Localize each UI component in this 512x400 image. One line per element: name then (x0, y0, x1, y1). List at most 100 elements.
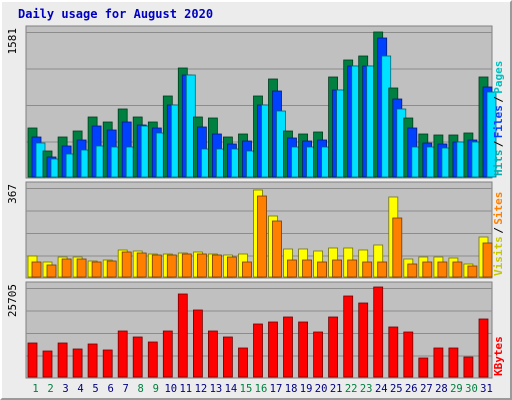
bar-sites-day-31 (482, 242, 493, 278)
bar-kbytes-day-25 (388, 326, 399, 378)
bar-kbytes-day-6 (102, 349, 113, 378)
bar-sites-day-2 (46, 264, 57, 278)
bar-sites-day-16 (257, 195, 267, 278)
bar-sites-day-9 (151, 254, 162, 278)
bar-sites-day-11 (181, 253, 192, 278)
bar-kbytes-day-14 (222, 336, 233, 378)
bar-sites-day-24 (377, 261, 388, 278)
bar-kbytes-day-1 (27, 342, 38, 378)
bar-sites-day-21 (332, 259, 343, 278)
y-max-label: 1581 (6, 28, 19, 55)
bar-kbytes-day-19 (298, 321, 309, 378)
bar-sites-day-6 (106, 260, 117, 278)
bar-sites-day-5 (91, 261, 102, 278)
bar-hits-day-31 (486, 91, 497, 178)
bar-sites-day-1 (31, 261, 42, 278)
bar-sites-day-30 (467, 265, 478, 278)
bar-sites-day-26 (407, 263, 418, 278)
bar-sites-day-10 (166, 254, 177, 278)
x-tick-label-day-5: 5 (92, 383, 98, 395)
chart-title: Daily usage for August 2020 (18, 7, 214, 21)
bar-sites-day-25 (392, 217, 403, 278)
x-tick-label-day-21: 21 (330, 383, 343, 395)
x-tick-label-day-26: 26 (405, 383, 418, 395)
x-tick-label-day-14: 14 (225, 383, 238, 395)
legend-files: Files (492, 105, 505, 138)
legend-kbytes: KBytes (492, 336, 505, 376)
bar-sites-day-17 (272, 220, 282, 278)
x-tick-label-day-15: 15 (240, 383, 253, 395)
x-tick-label-day-28: 28 (435, 383, 448, 395)
bar-kbytes-day-18 (283, 316, 293, 378)
y-max-label: 25705 (6, 284, 19, 317)
bar-kbytes-day-29 (448, 347, 459, 378)
x-tick-label-day-17: 17 (270, 383, 283, 395)
x-tick-label-day-18: 18 (285, 383, 298, 395)
bar-kbytes-day-23 (358, 302, 369, 378)
bar-kbytes-day-28 (433, 347, 444, 378)
legend-pages: Pages (492, 61, 505, 94)
bar-kbytes-day-26 (403, 331, 414, 378)
bar-kbytes-day-15 (238, 347, 248, 378)
legend-sites: Sites (492, 192, 505, 225)
x-tick-label-day-8: 8 (138, 383, 144, 395)
bar-kbytes-day-27 (418, 357, 429, 378)
bar-kbytes-day-31 (478, 318, 489, 378)
bar-sites-day-19 (302, 259, 313, 278)
x-tick-label-day-11: 11 (179, 383, 192, 395)
bar-kbytes-day-7 (117, 330, 128, 378)
x-tick-label-day-2: 2 (47, 383, 53, 395)
x-tick-label-day-19: 19 (300, 383, 313, 395)
bar-sites-day-14 (226, 256, 237, 278)
bar-kbytes-day-16 (253, 323, 263, 378)
legend-separator: / (492, 140, 505, 147)
x-tick-label-day-23: 23 (360, 383, 373, 395)
x-tick-label-day-13: 13 (210, 383, 223, 395)
bar-sites-day-8 (136, 252, 147, 278)
bar-kbytes-day-5 (87, 343, 98, 378)
x-tick-label-day-30: 30 (465, 383, 478, 395)
x-tick-label-day-22: 22 (345, 383, 358, 395)
bar-sites-day-15 (242, 261, 252, 278)
bar-kbytes-day-4 (72, 348, 83, 378)
x-tick-label-day-7: 7 (123, 383, 129, 395)
bar-sites-day-7 (121, 251, 132, 278)
bar-kbytes-day-22 (343, 295, 354, 378)
x-tick-label-day-4: 4 (77, 383, 83, 395)
x-tick-label-day-9: 9 (153, 383, 159, 395)
bar-kbytes-day-21 (328, 316, 339, 378)
bar-sites-day-28 (437, 261, 448, 278)
legend-separator: / (492, 227, 505, 234)
legend-visits: Visits (492, 236, 505, 276)
bar-kbytes-day-24 (373, 286, 384, 378)
legend-hits: Hits (492, 150, 505, 177)
x-tick-label-day-29: 29 (450, 383, 463, 395)
bar-kbytes-day-17 (268, 321, 278, 378)
bar-kbytes-day-8 (132, 336, 143, 378)
bar-kbytes-day-13 (207, 330, 218, 378)
bar-sites-day-20 (317, 261, 328, 278)
bar-kbytes-day-11 (177, 293, 188, 378)
x-tick-label-day-3: 3 (62, 383, 68, 395)
bar-sites-day-4 (76, 258, 87, 278)
bar-sites-day-13 (211, 254, 222, 278)
bar-kbytes-day-12 (192, 309, 203, 378)
bar-sites-day-12 (196, 253, 207, 278)
x-tick-label-day-10: 10 (164, 383, 177, 395)
x-tick-label-day-20: 20 (315, 383, 328, 395)
bar-sites-day-18 (287, 259, 297, 278)
x-tick-label-day-16: 16 (255, 383, 268, 395)
x-tick-label-day-24: 24 (375, 383, 388, 395)
x-tick-label-day-1: 1 (32, 383, 38, 395)
bar-kbytes-day-9 (147, 341, 158, 378)
legend-separator: / (492, 96, 505, 103)
bar-sites-day-23 (362, 261, 373, 278)
x-tick-label-day-31: 31 (480, 383, 493, 395)
bar-sites-day-29 (452, 261, 463, 278)
y-max-label: 367 (6, 184, 19, 204)
x-tick-label-day-25: 25 (390, 383, 403, 395)
bar-sites-day-3 (61, 258, 72, 278)
x-tick-label-day-6: 6 (108, 383, 114, 395)
bar-kbytes-day-20 (313, 331, 324, 378)
